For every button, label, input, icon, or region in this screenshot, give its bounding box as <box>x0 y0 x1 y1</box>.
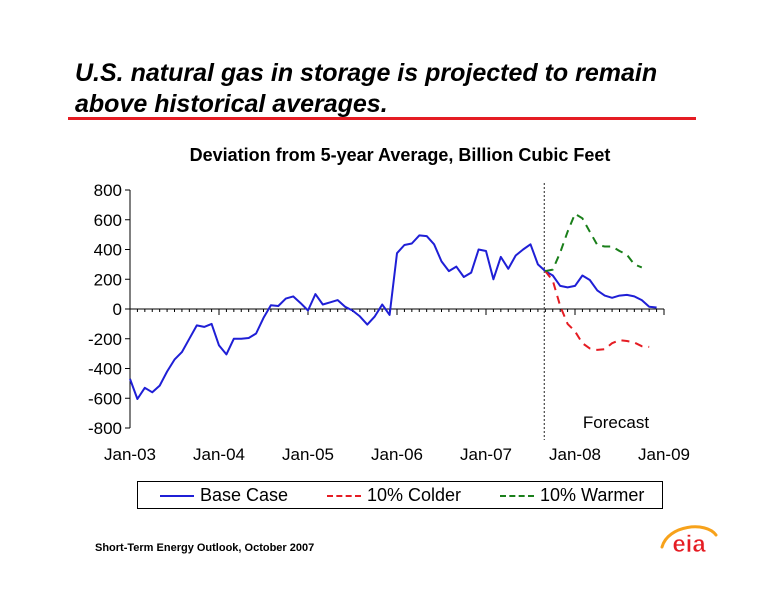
forecast-label: Forecast <box>583 413 649 432</box>
x-tick-label: Jan-08 <box>549 445 601 464</box>
eia-logo: eia <box>660 525 718 557</box>
series-line-warmer <box>545 212 643 273</box>
legend-label-colder: 10% Colder <box>367 485 462 505</box>
y-tick-label: -400 <box>88 360 122 379</box>
y-tick-label: 600 <box>94 211 122 230</box>
y-tick-label: 400 <box>94 241 122 260</box>
legend-swatch-base-case <box>160 495 194 498</box>
x-tick-label: Jan-06 <box>371 445 423 464</box>
x-tick-label: Jan-04 <box>193 445 245 464</box>
legend-swatch-colder <box>327 495 361 498</box>
y-tick-label: -200 <box>88 330 122 349</box>
legend-item-base-case: Base Case <box>160 484 288 506</box>
x-tick-label: Jan-05 <box>282 445 334 464</box>
y-tick-label: -600 <box>88 389 122 408</box>
legend-item-warmer: 10% Warmer <box>500 484 644 506</box>
y-tick-label: 0 <box>113 300 122 319</box>
series-line-colder <box>544 270 650 351</box>
legend-item-colder: 10% Colder <box>327 484 461 506</box>
series-line-base-case <box>129 234 657 400</box>
title-rule <box>68 117 696 120</box>
y-tick-label: 200 <box>94 270 122 289</box>
svg-text:eia: eia <box>672 531 706 557</box>
chart-title: Deviation from 5-year Average, Billion C… <box>189 145 611 165</box>
x-tick-label: Jan-03 <box>104 445 156 464</box>
slide-title: U.S. natural gas in storage is projected… <box>75 59 658 118</box>
chart-legend: Base Case 10% Colder 10% Warmer <box>137 481 663 509</box>
legend-label-warmer: 10% Warmer <box>540 485 645 505</box>
y-tick-label: -800 <box>88 419 122 438</box>
legend-label-base-case: Base Case <box>200 485 289 505</box>
source-footnote: Short-Term Energy Outlook, October 2007 <box>95 542 315 554</box>
y-tick-label: 800 <box>94 181 122 200</box>
legend-swatch-warmer <box>500 495 534 498</box>
x-tick-label: Jan-09 <box>638 445 690 464</box>
x-tick-label: Jan-07 <box>460 445 512 464</box>
